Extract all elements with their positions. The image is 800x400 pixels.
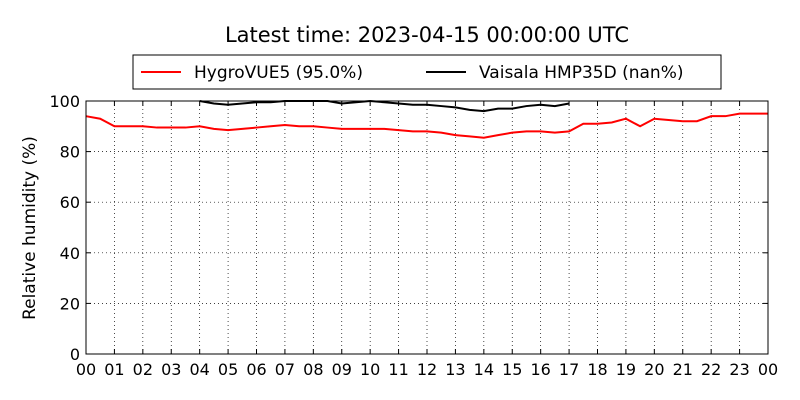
x-tick-label: 15 bbox=[502, 360, 522, 379]
x-tick-label: 08 bbox=[303, 360, 323, 379]
x-tick-label: 01 bbox=[104, 360, 124, 379]
data-line bbox=[199, 99, 570, 113]
x-tick-label: 16 bbox=[530, 360, 550, 379]
x-tick-label: 02 bbox=[133, 360, 153, 379]
x-tick-label: 09 bbox=[332, 360, 352, 379]
data-line bbox=[85, 112, 768, 139]
x-tick-label: 11 bbox=[388, 360, 408, 379]
y-tick-label: 60 bbox=[60, 193, 80, 212]
legend-label: HygroVUE5 (95.0%) bbox=[194, 63, 363, 83]
x-tick-label: 05 bbox=[218, 360, 238, 379]
x-tick-label: 06 bbox=[246, 360, 266, 379]
x-tick-label: 23 bbox=[729, 360, 749, 379]
y-tick-label: 0 bbox=[70, 345, 80, 364]
legend-box bbox=[132, 54, 722, 90]
x-tick-label: 00 bbox=[758, 360, 778, 379]
legend: HygroVUE5 (95.0%) Vaisala HMP35D (nan%) bbox=[132, 54, 722, 90]
y-axis-label: Relative humidity (%) bbox=[20, 136, 40, 320]
y-tick-label: 20 bbox=[60, 294, 80, 313]
x-tick-label: 20 bbox=[644, 360, 664, 379]
x-tick-label: 21 bbox=[673, 360, 693, 379]
x-tick-label: 17 bbox=[559, 360, 579, 379]
x-tick-label: 10 bbox=[360, 360, 380, 379]
x-tick-label: 13 bbox=[445, 360, 465, 379]
x-tick-label: 00 bbox=[76, 360, 96, 379]
chart-title: Latest time: 2023-04-15 00:00:00 UTC bbox=[225, 23, 629, 47]
x-tick-label: 07 bbox=[275, 360, 295, 379]
legend-label: Vaisala HMP35D (nan%) bbox=[479, 63, 683, 83]
x-tick-label: 12 bbox=[417, 360, 437, 379]
plot-frame bbox=[85, 100, 769, 355]
x-tick-label: 14 bbox=[474, 360, 494, 379]
x-tick-label: 19 bbox=[616, 360, 636, 379]
y-tick-label: 40 bbox=[60, 244, 80, 263]
x-tick-label: 18 bbox=[587, 360, 607, 379]
x-tick-label: 04 bbox=[189, 360, 209, 379]
x-tick-label: 22 bbox=[701, 360, 721, 379]
y-tick-label: 80 bbox=[60, 143, 80, 162]
x-tick-label: 03 bbox=[161, 360, 181, 379]
y-tick-label: 100 bbox=[49, 92, 80, 111]
